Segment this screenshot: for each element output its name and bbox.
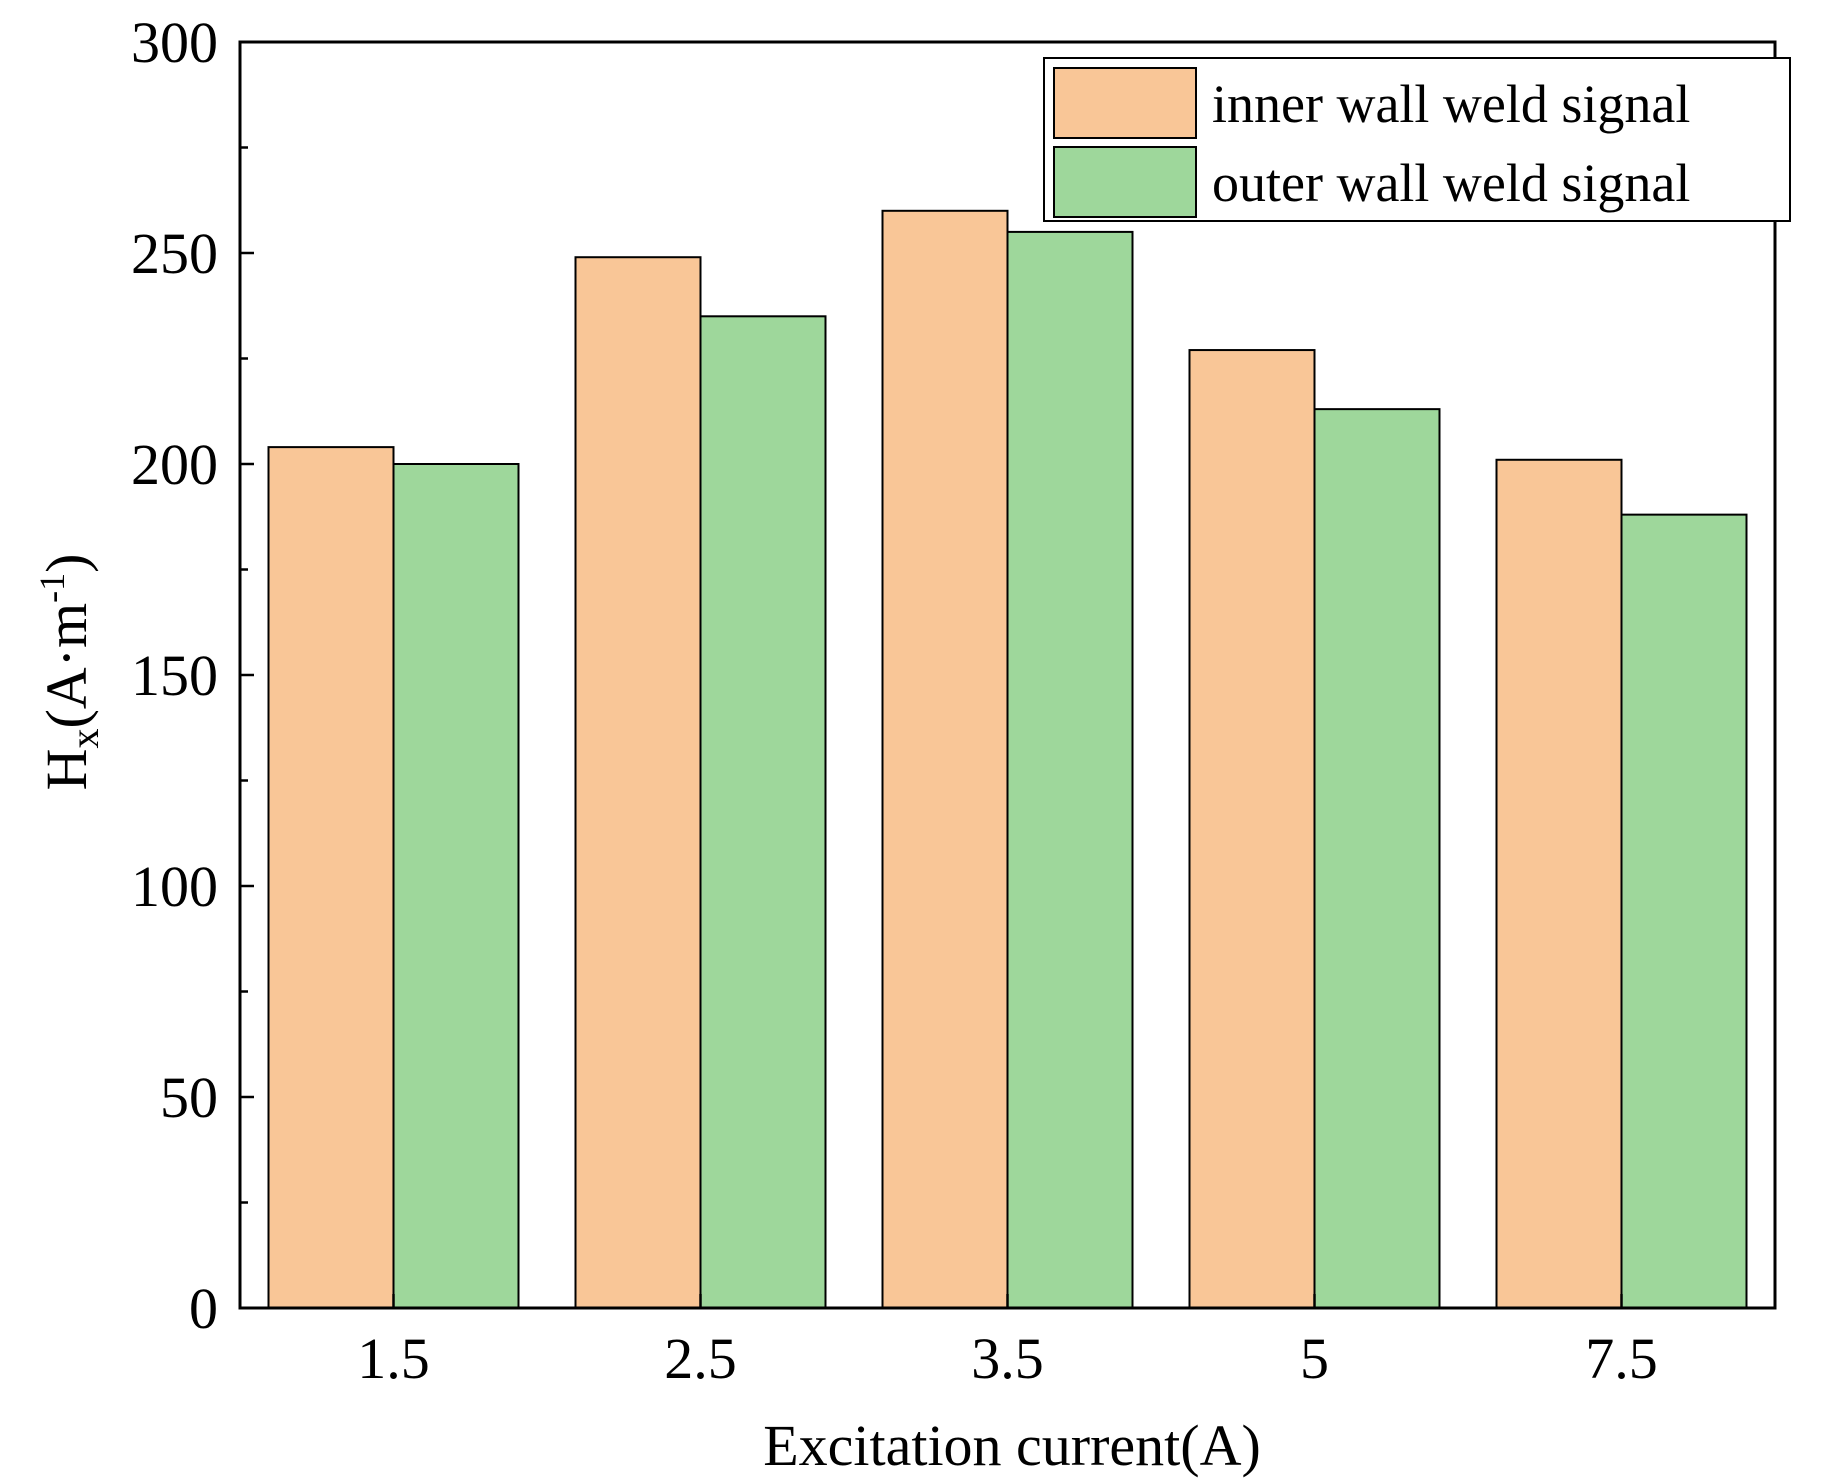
bar-outer-1_5 — [392, 463, 520, 1309]
legend: inner wall weld signal outer wall weld s… — [1043, 57, 1791, 222]
y-tick-label: 250 — [131, 221, 218, 286]
legend-swatch-inner-wall — [1053, 67, 1197, 139]
y-axis-title-unit-close: ) — [34, 554, 99, 573]
y-tick-label: 0 — [189, 1276, 218, 1341]
y-tick-labels: 0 50 100 150 200 250 300 — [131, 10, 218, 1341]
x-tick-label: 3.5 — [971, 1326, 1044, 1391]
x-tick-label: 5 — [1300, 1326, 1329, 1391]
y-axis-title-sup: -1 — [32, 573, 72, 603]
bar-inner-3_5 — [881, 209, 1009, 1309]
x-tick-label: 7.5 — [1585, 1326, 1658, 1391]
bar-inner-5 — [1188, 349, 1316, 1309]
legend-label-outer-wall: outer wall weld signal — [1212, 153, 1690, 213]
x-tick-label: 2.5 — [664, 1326, 737, 1391]
x-tick-labels: 1.5 2.5 3.5 5 7.5 — [357, 1326, 1658, 1391]
y-tick-label: 50 — [160, 1065, 218, 1130]
bars-group — [267, 209, 1748, 1310]
bar-outer-2_5 — [699, 315, 827, 1309]
legend-swatch-outer-wall — [1053, 146, 1197, 218]
y-tick-label: 200 — [131, 432, 218, 497]
y-tick-label: 150 — [131, 643, 218, 708]
bar-inner-1_5 — [267, 446, 395, 1309]
axes-group — [238, 40, 1777, 1310]
x-axis-title: Excitation current(A) — [763, 1413, 1261, 1478]
y-axis-title-main: H — [34, 749, 99, 791]
y-axis-title-unit-open: (A·m — [34, 603, 99, 729]
y-tick-label: 300 — [131, 10, 218, 75]
bar-inner-2_5 — [574, 256, 702, 1310]
bar-outer-5 — [1313, 408, 1441, 1309]
y-tick-label: 100 — [131, 854, 218, 919]
legend-label-inner-wall: inner wall weld signal — [1212, 74, 1690, 134]
bar-outer-7_5 — [1620, 513, 1748, 1309]
y-axis-title: Hx(A·m-1) — [32, 554, 107, 791]
y-axis-title-sub: x — [62, 729, 107, 749]
bar-outer-3_5 — [1006, 230, 1134, 1309]
x-tick-label: 1.5 — [357, 1326, 430, 1391]
bar-inner-7_5 — [1495, 458, 1623, 1309]
